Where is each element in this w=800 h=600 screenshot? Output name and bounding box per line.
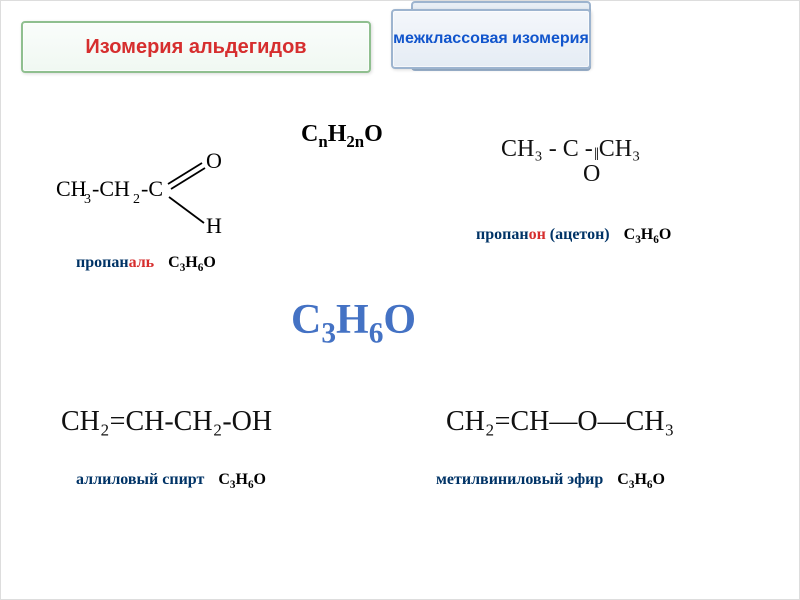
af-c: C [218, 471, 230, 488]
gf-n2: 2n [346, 132, 364, 151]
propanal-svg: CH 3 -CH 2 -C O H [56, 151, 276, 246]
propanon-oxygen: O [583, 161, 600, 188]
svg-text:3: 3 [84, 192, 91, 207]
allyl-caption: аллиловый спирт C3H6O [76, 471, 266, 491]
gf-c: C [301, 121, 318, 147]
af-h: H [235, 471, 247, 488]
propanal-structure: CH 3 -CH 2 -C O H [56, 151, 256, 241]
mf-c: C [617, 471, 629, 488]
allyl-mini-formula: C3H6O [218, 471, 266, 488]
pnf-h: H [641, 226, 653, 243]
mve-caption: метилвиниловый эфир C3H6O [436, 471, 665, 491]
gf-h: H [328, 121, 347, 147]
svg-text:O: O [206, 151, 222, 173]
big-c: C [291, 297, 321, 343]
big-hn: 6 [369, 317, 384, 349]
propanal-caption: пропаналь C3H6O [76, 254, 216, 274]
mf-o: O [653, 471, 665, 488]
gf-o: O [364, 121, 383, 147]
big-molecular-formula: C3H6O [291, 296, 416, 350]
pnf-c: C [624, 226, 636, 243]
main-title-box: Изомерия альдегидов [21, 21, 371, 73]
propanon-caption-accent: он [529, 226, 546, 243]
general-formula: CnH2nO [301, 121, 383, 152]
propanal-mini-formula: C3H6O [168, 254, 216, 271]
big-o: O [383, 297, 416, 343]
slide-canvas: Изомерия альдегидов межклассовая изомери… [0, 0, 800, 600]
af-o: O [254, 471, 266, 488]
svg-text:H: H [206, 213, 222, 238]
allyl-caption-text: аллиловый спирт [76, 471, 204, 488]
propanal-caption-prefix: пропан [76, 254, 129, 271]
svg-text:2: 2 [133, 192, 140, 207]
propanon-caption-prefix: пропан [476, 226, 529, 243]
big-h: H [336, 297, 369, 343]
svg-text:-CH: -CH [92, 176, 130, 201]
mf-h: H [634, 471, 646, 488]
main-title-text: Изомерия альдегидов [85, 36, 306, 59]
mve-caption-text: метилвиниловый эфир [436, 471, 603, 488]
propanon-caption-paren: (ацетон) [546, 226, 610, 243]
sub-title-box: межклассовая изомерия [391, 9, 591, 69]
big-cn: 3 [321, 317, 336, 349]
propanon-double-bond: ‖ [594, 149, 598, 159]
sub-title-text: межклассовая изомерия [393, 29, 589, 48]
svg-text:CH: CH [56, 176, 87, 201]
propanon-mini-formula: C3H6O [624, 226, 672, 243]
pf-o: O [203, 254, 215, 271]
propanon-structure-line1: CH₃ - C - CH₃ [501, 136, 640, 163]
mve-mini-formula: C3H6O [617, 471, 665, 488]
gf-n1: n [318, 132, 327, 151]
propanon-caption: пропанон (ацетон) C3H6O [476, 226, 671, 246]
pf-c: C [168, 254, 180, 271]
allyl-structure: CH₂=CH-CH₂-OH [61, 406, 272, 438]
propanal-caption-accent: аль [129, 254, 155, 271]
svg-text:-C: -C [141, 176, 163, 201]
pnf-o: O [659, 226, 671, 243]
mve-structure: CH₂=CH―O―CH₃ [446, 406, 674, 438]
pf-h: H [185, 254, 197, 271]
